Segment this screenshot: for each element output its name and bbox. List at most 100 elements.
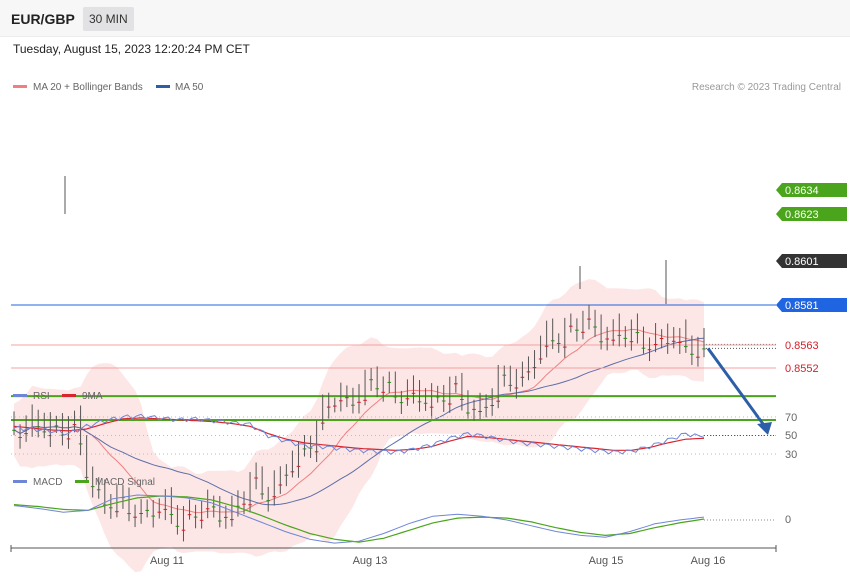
candle <box>24 415 28 442</box>
candle-body <box>665 343 670 345</box>
candle <box>671 327 676 349</box>
candle <box>193 504 198 529</box>
candle <box>169 487 174 524</box>
candle-body <box>381 391 385 393</box>
candle-body <box>563 346 567 348</box>
level-label-0.8552: 0.8552 <box>785 363 819 375</box>
candle-body <box>690 353 694 355</box>
candle-body <box>702 348 706 350</box>
candle <box>151 499 155 528</box>
candle-body <box>163 508 168 510</box>
candle <box>423 388 428 411</box>
candle-body <box>224 516 228 518</box>
candle <box>369 368 373 391</box>
candle-body <box>18 437 22 438</box>
candle-body <box>538 358 543 360</box>
candle-body <box>157 511 162 513</box>
candle <box>175 505 180 535</box>
candle <box>629 319 634 351</box>
candle-body <box>193 516 198 518</box>
candle-body <box>587 318 591 320</box>
candle-body <box>611 339 615 341</box>
candle <box>302 434 307 457</box>
candle-body <box>133 516 137 518</box>
candle <box>454 375 458 393</box>
candle <box>556 333 561 353</box>
projection-arrow <box>706 347 768 429</box>
projection-arrowhead <box>757 422 772 435</box>
candle-body <box>139 513 143 514</box>
candle <box>260 466 264 500</box>
candle-body <box>423 402 428 404</box>
legend-rsi: RSI <box>33 391 50 402</box>
candle-body <box>460 399 464 400</box>
candle <box>278 466 283 494</box>
candle <box>399 390 404 415</box>
candle-body <box>496 400 500 402</box>
candle-body <box>84 476 89 478</box>
rsi-9ma-line <box>13 417 705 451</box>
candle-body <box>399 402 404 404</box>
candle-body <box>260 493 264 495</box>
candle-body <box>653 344 658 345</box>
candle-body <box>520 376 525 378</box>
candle-body <box>393 396 398 398</box>
candle <box>205 489 210 519</box>
candle <box>405 379 410 406</box>
candle <box>690 335 694 365</box>
candle <box>12 411 16 436</box>
candle-body <box>502 374 507 376</box>
candle <box>526 356 531 381</box>
candle-body <box>617 334 622 336</box>
candle <box>563 317 567 358</box>
candle <box>211 495 216 518</box>
candle-body <box>678 342 682 343</box>
candle-body <box>448 403 452 405</box>
candle <box>502 365 507 387</box>
candle <box>254 462 258 490</box>
candle <box>266 486 270 512</box>
candle-body <box>333 405 337 407</box>
candle <box>103 479 107 514</box>
candle <box>460 372 464 411</box>
candle-body <box>417 401 422 403</box>
timeframe-badge[interactable]: 30 MIN <box>83 7 134 31</box>
credit-text: Research © 2023 Trading Central <box>692 82 841 93</box>
candle-body <box>218 520 222 522</box>
candle <box>659 329 664 349</box>
candle-body <box>211 506 216 508</box>
candle <box>387 371 392 394</box>
candle-body <box>345 397 349 399</box>
candle-body <box>230 519 234 521</box>
candle-body <box>659 338 664 339</box>
candle-body <box>296 465 301 467</box>
candle-body <box>290 471 295 473</box>
candle <box>417 380 422 412</box>
candle-body <box>550 340 555 342</box>
candle-body <box>199 519 204 521</box>
candle <box>581 310 585 340</box>
candle <box>593 309 597 337</box>
candle <box>587 304 591 330</box>
candle <box>696 336 700 367</box>
candle <box>478 392 482 420</box>
candle <box>139 499 143 524</box>
candle-body <box>387 381 392 383</box>
candle-body <box>48 435 53 437</box>
legend-rsi-swatch <box>13 394 27 397</box>
candle <box>157 498 162 519</box>
legend-macd-signal: MACD Signal <box>95 477 155 488</box>
candle <box>78 405 83 456</box>
candle <box>484 394 488 418</box>
candle <box>109 493 113 519</box>
candle <box>508 365 513 392</box>
candle <box>199 500 204 529</box>
candle-body <box>109 507 113 509</box>
candle-body <box>581 331 585 333</box>
candle-body <box>478 411 482 412</box>
legend-macd: MACD <box>33 477 62 488</box>
candle-body <box>12 429 16 431</box>
candle <box>84 435 89 484</box>
candle-body <box>266 500 270 502</box>
candle-body <box>127 513 131 515</box>
